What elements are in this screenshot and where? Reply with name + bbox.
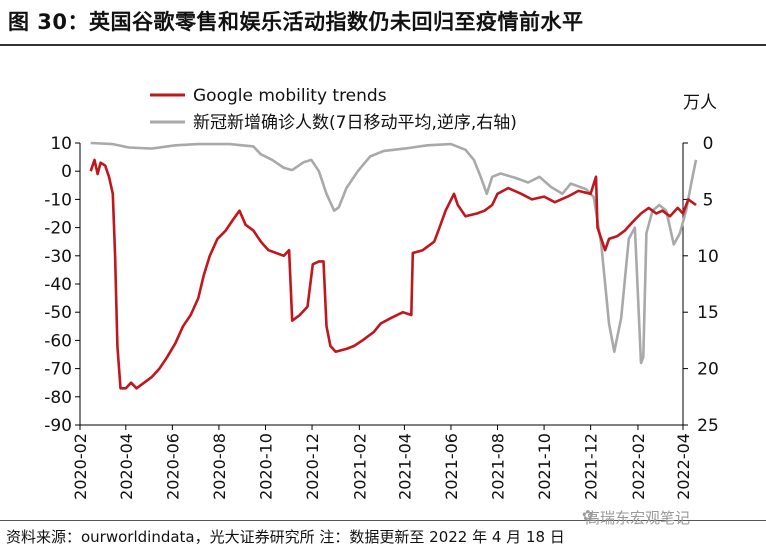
right-tick-label: 25: [697, 416, 719, 436]
right-tick-label: 15: [697, 303, 719, 323]
left-tick-label: -10: [44, 190, 72, 210]
left-tick-label: -80: [44, 388, 72, 408]
right-y-axis: 0 5 10 15 20 25: [682, 134, 719, 436]
legend-label: Google mobility trends: [193, 86, 387, 106]
x-tick-label: 2022-04: [674, 433, 693, 500]
watermark: 高瑞东宏观笔记: [585, 509, 691, 527]
x-tick-label: 2021-04: [395, 433, 414, 500]
left-y-axis: 10 0 -10 -20 -30 -40 -50 -60 -70 -80 -90: [44, 134, 81, 436]
series-layer: [89, 141, 698, 390]
x-tick-label: 2021-10: [535, 433, 554, 500]
wechat-icon: ✿: [582, 508, 594, 524]
cases-series-line: [90, 141, 698, 365]
x-axis: 2020-02 2020-04 2020-06 2020-08 2020-10 2020-…: [71, 424, 693, 500]
chart-title: 图 30：英国谷歌零售和娱乐活动指数仍未回归至疫情前水平: [8, 10, 584, 34]
left-tick-label: 10: [50, 134, 72, 154]
left-tick-label: 0: [61, 162, 72, 182]
x-tick-label: 2020-08: [210, 433, 229, 500]
mobility-chart: Google mobility trends 新冠新增确诊人数(7日移动平均,逆序…: [44, 86, 719, 500]
left-tick-label: -60: [44, 331, 72, 351]
source-note: 资料来源：ourworldindata，光大证券研究所 注：数据更新至 2022…: [6, 528, 565, 546]
legend-label: 新冠新增确诊人数(7日移动平均,逆序,右轴): [193, 113, 517, 133]
left-tick-label: -90: [44, 416, 72, 436]
x-tick-label: 2021-02: [350, 433, 369, 500]
x-tick-label: 2021-12: [582, 433, 601, 500]
x-tick-label: 2020-10: [256, 433, 275, 500]
right-tick-label: 5: [703, 190, 714, 210]
footer-divider: [0, 520, 766, 521]
right-axis-unit-label: 万人: [683, 93, 717, 113]
left-tick-label: -30: [44, 247, 72, 267]
x-tick-label: 2021-06: [442, 433, 461, 500]
x-tick-label: 2020-02: [71, 433, 90, 500]
left-tick-label: -50: [44, 303, 72, 323]
legend: Google mobility trends 新冠新增确诊人数(7日移动平均,逆序…: [150, 86, 517, 133]
x-tick-label: 2020-12: [303, 433, 322, 500]
title-divider: [0, 44, 766, 46]
left-tick-label: -20: [44, 219, 72, 239]
x-tick-label: 2021-08: [489, 433, 508, 500]
google-mobility-series-line: [89, 158, 697, 390]
x-tick-label: 2020-06: [163, 433, 182, 500]
right-tick-label: 20: [697, 360, 719, 380]
right-tick-label: 0: [703, 134, 714, 154]
x-tick-label: 2022-02: [629, 433, 648, 500]
left-tick-label: -40: [44, 275, 72, 295]
left-tick-label: -70: [44, 360, 72, 380]
x-tick-label: 2020-04: [117, 433, 136, 500]
right-tick-label: 10: [697, 247, 719, 267]
